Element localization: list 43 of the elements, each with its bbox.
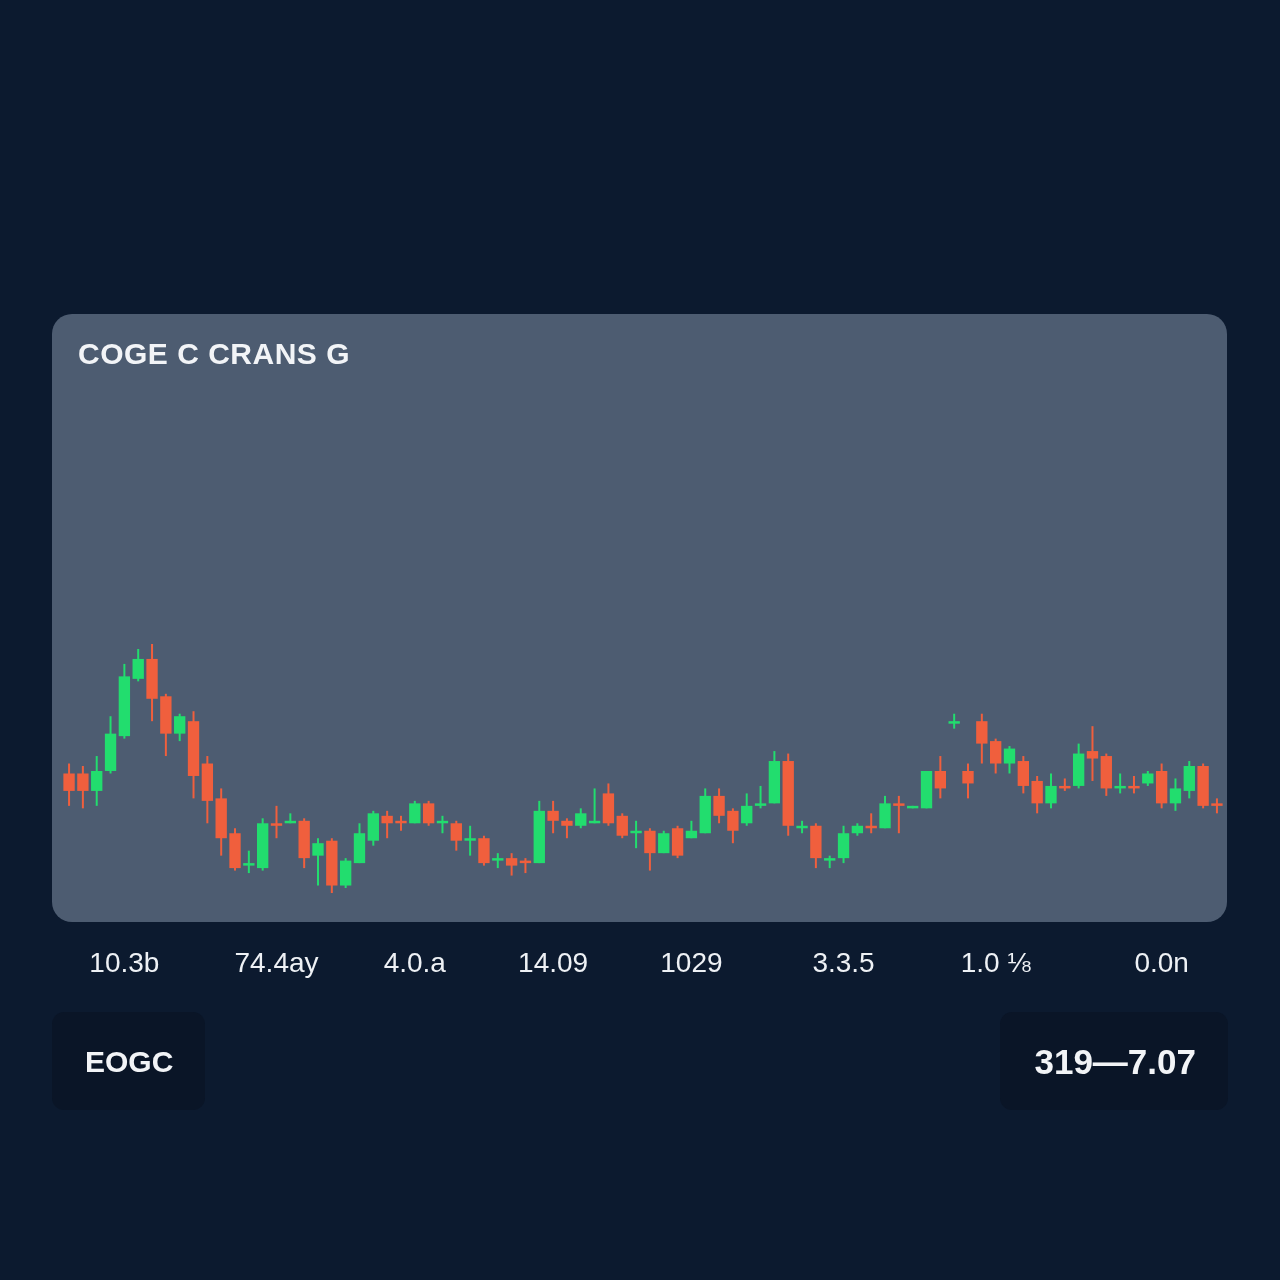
candlestick	[713, 787, 725, 825]
candlestick	[505, 852, 518, 877]
candlestick	[270, 804, 283, 840]
chart-title: COGE C CRANS G	[78, 337, 351, 370]
x-tick-label: 74.4ay	[234, 947, 319, 978]
candlestick	[727, 807, 739, 845]
candlestick	[1086, 725, 1099, 782]
x-tick-label: 4.0.a	[383, 947, 447, 978]
candlestick	[990, 737, 1002, 775]
candlestick	[464, 824, 476, 857]
x-tick-label: 14.09	[518, 947, 589, 978]
candlestick	[561, 817, 573, 840]
candlestick	[132, 647, 144, 683]
candlestick	[1169, 777, 1182, 812]
candlestick	[962, 762, 974, 800]
candlestick	[893, 794, 905, 835]
candlestick	[243, 849, 255, 875]
text: 319—7.07	[1034, 1042, 1196, 1081]
candlestick	[976, 712, 988, 765]
x-tick-label: 10.3b	[89, 947, 160, 978]
x-tick-label: 1.0 ⅛	[960, 947, 1032, 978]
candlestick	[381, 809, 393, 840]
text: EOGC	[85, 1045, 174, 1078]
candlestick	[1003, 745, 1016, 775]
candlestick	[575, 807, 587, 830]
x-tick-label: 3.3.5	[812, 947, 875, 978]
candlestick	[77, 765, 89, 810]
candlestick	[934, 755, 947, 800]
candlestick	[547, 799, 559, 835]
candlestick	[741, 792, 753, 827]
candlestick	[754, 784, 767, 810]
candlestick	[450, 819, 462, 852]
candlestick	[63, 762, 75, 807]
x-tick-label: 0.0n	[1134, 947, 1189, 978]
x-tick-label: 1029	[660, 947, 723, 978]
candlestick	[312, 837, 324, 887]
candlestick	[1045, 772, 1057, 810]
candlestick	[616, 812, 628, 840]
candlestick	[644, 827, 656, 872]
candlestick	[1031, 774, 1043, 815]
candlestick	[91, 755, 103, 807]
candlestick	[422, 799, 435, 827]
candlestick	[174, 712, 186, 743]
